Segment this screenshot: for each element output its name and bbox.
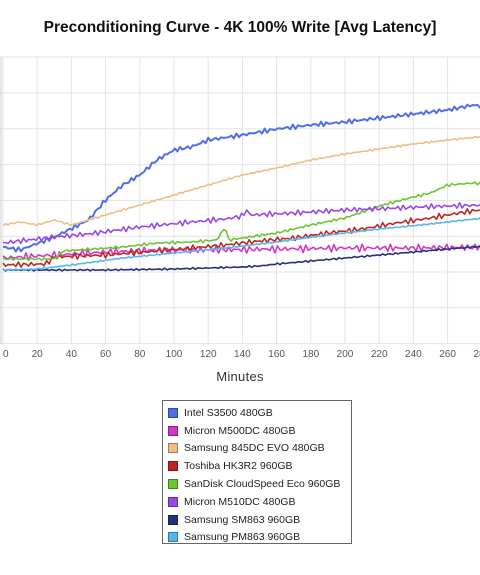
legend-swatch [168,496,178,507]
legend-label: Samsung SM863 960GB [184,513,301,526]
legend-item: SanDisk CloudSpeed Eco 960GB [168,475,351,493]
legend-swatch [168,443,178,454]
x-tick-label: 140 [234,349,251,360]
series-line-5 [2,181,480,261]
x-tick-labels: 0 20 40 60 80 100 120 140 160 180 200 220 240 260 280 [3,349,480,360]
legend-swatch [168,532,178,543]
x-tick-label: 220 [371,349,388,360]
series-line-4 [2,208,480,268]
series-line-6 [2,201,480,245]
chart-plot: 0 20 40 60 80 100 120 140 160 180 200 220 240 260 280 [0,56,480,360]
legend-item: Toshiba HK3R2 960GB [168,457,351,475]
series-line-3 [2,135,480,227]
x-tick-label: 240 [405,349,422,360]
x-tick-label: 160 [268,349,285,360]
legend-item: Micron M510DC 480GB [168,493,351,511]
series-lines [2,103,480,272]
legend-label: Intel S3500 480GB [184,406,273,419]
x-tick-label: 280 [473,349,480,360]
legend-swatch [168,407,178,418]
series-line-1 [2,103,480,253]
grid-lines [0,56,480,345]
x-tick-label: 80 [134,349,146,360]
x-axis-label: Minutes [216,369,264,384]
legend-item: Micron M500DC 480GB [168,422,351,440]
x-tick-label: 260 [439,349,456,360]
legend-label: Samsung PM863 960GB [184,531,301,544]
x-tick-label: 100 [166,349,183,360]
series-line-8 [2,217,480,272]
series-line-7 [2,245,480,272]
legend-swatch [168,479,178,490]
legend-label: Micron M510DC 480GB [184,495,296,508]
legend-label: Toshiba HK3R2 960GB [184,460,293,473]
legend-swatch [168,461,178,472]
legend-swatch [168,514,178,525]
legend-item: Samsung PM863 960GB [168,529,351,547]
x-tick-label: 20 [32,349,44,360]
legend-item: Samsung 845DC EVO 480GB [168,440,351,458]
x-tick-label: 0 [3,349,9,360]
x-tick-label: 120 [200,349,217,360]
legend-label: SanDisk CloudSpeed Eco 960GB [184,478,341,491]
legend-label: Samsung 845DC EVO 480GB [184,442,325,455]
legend: Intel S3500 480GB Micron M500DC 480GB Sams… [162,400,352,544]
legend-swatch [168,425,178,436]
x-tick-label: 180 [302,349,319,360]
chart-title: Preconditioning Curve - 4K 100% Write [A… [43,19,437,36]
legend-label: Micron M500DC 480GB [184,424,296,437]
x-tick-label: 200 [337,349,354,360]
legend-item: Intel S3500 480GB [168,404,351,422]
x-tick-label: 40 [66,349,78,360]
x-tick-label: 60 [100,349,112,360]
legend-item: Samsung SM863 960GB [168,511,351,529]
